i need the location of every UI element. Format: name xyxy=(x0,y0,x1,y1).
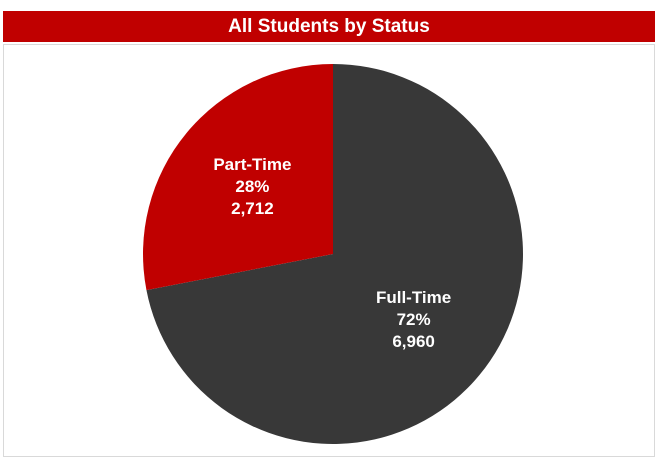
pie-slice xyxy=(146,64,523,444)
slice-value: 2,712 xyxy=(231,199,274,218)
chart-title: All Students by Status xyxy=(228,16,430,37)
slice-percent: 72% xyxy=(397,310,431,329)
pie-slice xyxy=(143,64,333,291)
slice-value: 6,960 xyxy=(392,332,435,351)
slice-name: Full-Time xyxy=(376,288,451,307)
slice-name: Part-Time xyxy=(213,155,291,174)
slice-percent: 28% xyxy=(235,177,269,196)
title-bar xyxy=(3,11,655,42)
